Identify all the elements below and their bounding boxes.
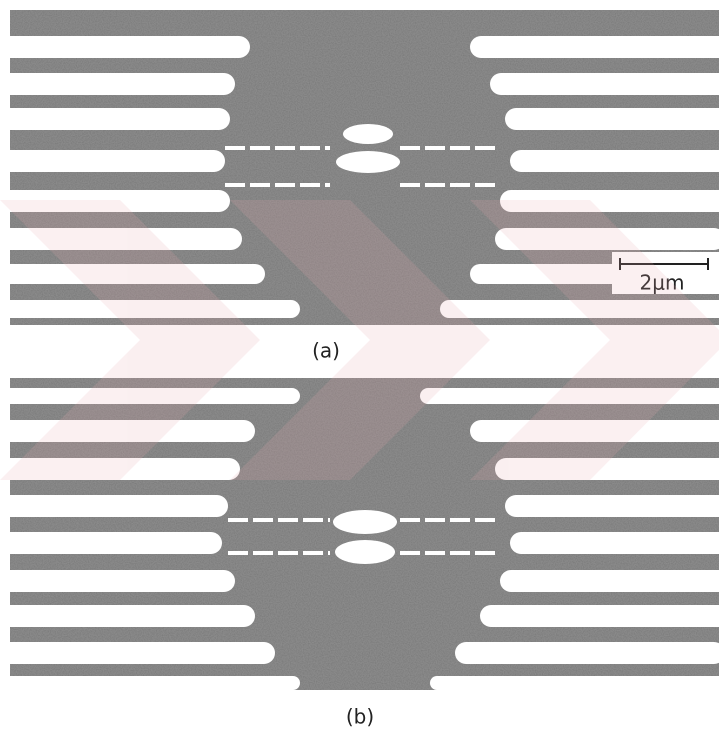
watermark [0, 200, 719, 480]
figure: 2μm (a) (b) [0, 0, 719, 742]
panel-label: (a) [312, 339, 340, 363]
page: 2μm (a) (b) (() => { const data = JSON.p… [0, 0, 719, 742]
panel-label: (b) [346, 705, 374, 729]
